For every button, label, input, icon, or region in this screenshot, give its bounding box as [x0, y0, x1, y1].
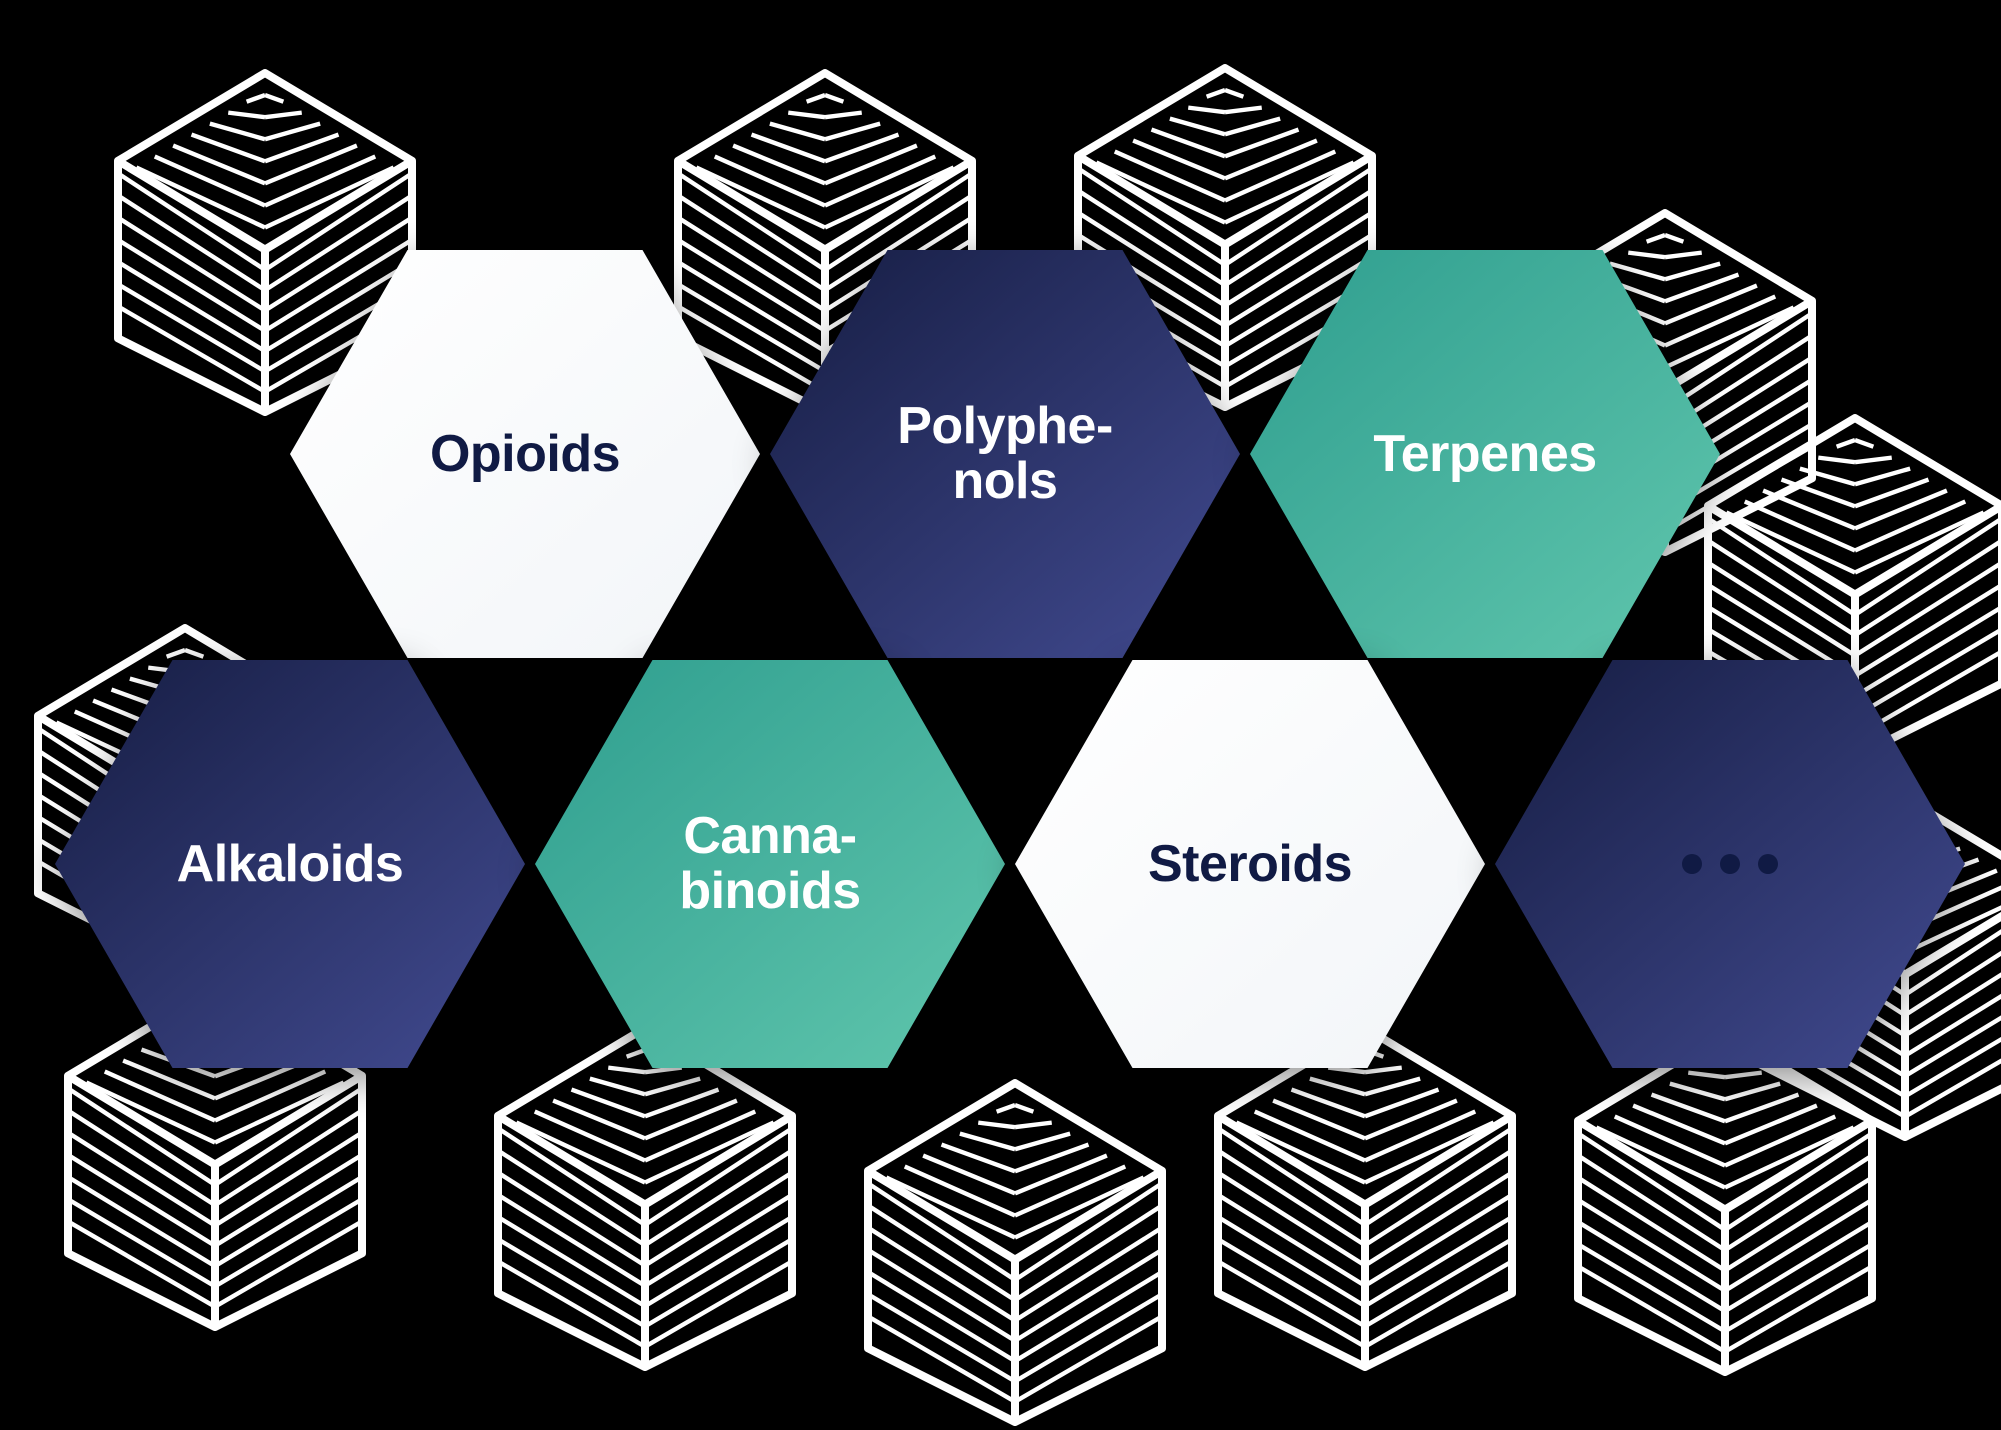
hex-polyphenols: Polyphe- nols — [770, 250, 1240, 658]
hex-label: Opioids — [430, 427, 620, 482]
leaf-cube-icon — [860, 1075, 1170, 1430]
hex-opioids: Opioids — [290, 250, 760, 658]
hex-more — [1495, 660, 1965, 1068]
hex-label: Polyphe- nols — [897, 399, 1113, 508]
hex-label: Terpenes — [1373, 427, 1596, 482]
hex-label: Alkaloids — [177, 837, 404, 892]
hex-alkaloids: Alkaloids — [55, 660, 525, 1068]
infographic-canvas: Opioids Polyphe- nols Terpenes Alkaloids — [0, 0, 2001, 1420]
more-icon — [1682, 854, 1778, 874]
hex-cannabinoids: Canna- binoids — [535, 660, 1005, 1068]
hex-terpenes: Terpenes — [1250, 250, 1720, 658]
hex-label: Steroids — [1148, 837, 1352, 892]
hex-label: Canna- binoids — [679, 809, 860, 918]
leaf-cube-icon — [1570, 1025, 1880, 1380]
hex-steroids: Steroids — [1015, 660, 1485, 1068]
leaf-cube-icon — [490, 1020, 800, 1375]
leaf-cube-icon — [1210, 1020, 1520, 1375]
